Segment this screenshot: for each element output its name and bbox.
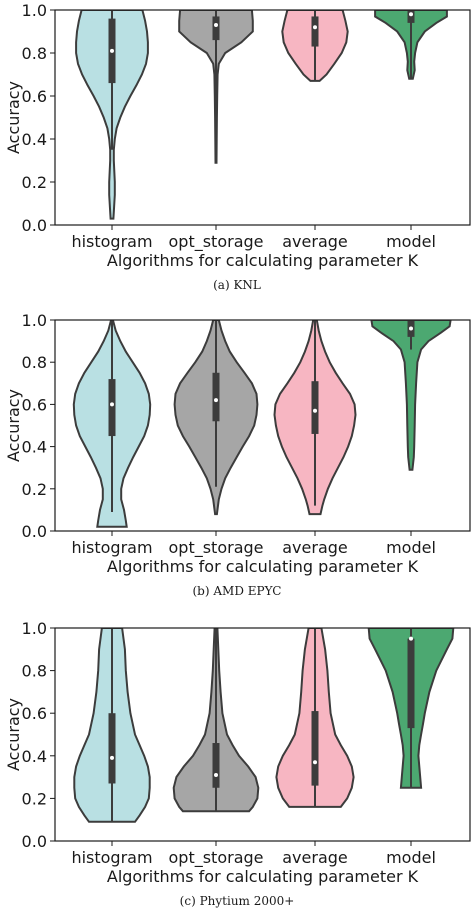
y-tick-label: 0.0	[22, 832, 47, 851]
y-tick-label: 0.0	[22, 522, 47, 541]
iqr-box-model	[407, 10, 415, 23]
x-tick-label: model	[386, 232, 436, 251]
y-tick-label: 0.8	[22, 662, 47, 681]
x-tick-label: opt_storage	[169, 232, 264, 252]
y-axis-label: Accuracy	[4, 389, 23, 462]
chart-panel-2: 0.0 0.2 0.4 0.6 0.8 1.0 Accuracy histogram opt_s…	[4, 311, 471, 598]
iqr-box-histogram	[108, 379, 116, 437]
x-tick-label: average	[282, 232, 348, 251]
iqr-box-opt-storage	[212, 743, 220, 788]
panel-caption: (c) Phytium 2000+	[180, 894, 295, 908]
y-tick-label: 1.0	[22, 311, 47, 330]
y-tick-label: 0.8	[22, 353, 47, 372]
median-dot-opt-storage	[214, 398, 218, 403]
y-tick-label: 0.4	[22, 130, 47, 149]
iqr-box-opt-storage	[212, 372, 220, 422]
y-tick-label: 0.2	[22, 789, 47, 808]
y-tick-label: 0.2	[22, 173, 47, 192]
y-tick-label: 0.0	[22, 216, 47, 235]
y-tick-label: 0.6	[22, 87, 47, 106]
panel-caption: (b) AMD EPYC	[193, 584, 282, 598]
x-tick-label: average	[282, 848, 348, 867]
median-dot-opt-storage	[214, 23, 218, 28]
iqr-box-model	[407, 638, 415, 729]
median-dot-model	[409, 12, 413, 17]
plot-frame	[54, 319, 471, 532]
median-dot-histogram	[110, 755, 114, 760]
x-tick-label: average	[282, 538, 348, 557]
median-dot-model	[409, 636, 413, 641]
violin-group	[72, 320, 452, 528]
iqr-box-opt-storage	[212, 16, 220, 41]
y-tick-label: 0.2	[22, 480, 47, 499]
y-tick-label: 1.0	[22, 1, 47, 20]
panel-caption: (a) KNL	[213, 278, 261, 292]
median-dot-histogram	[110, 48, 114, 53]
x-tick-label: histogram	[71, 538, 152, 557]
chart-panel-1: 0.0 0.2 0.4 0.6 0.8 1.0 Accuracy histogram opt_s…	[4, 1, 471, 292]
y-tick-label: 0.6	[22, 395, 47, 414]
chart-panel-3: 0.0 0.2 0.4 0.6 0.8 1.0 Accuracy histogram opt_s…	[4, 619, 471, 908]
median-dot-average	[313, 760, 317, 765]
x-tick-label: histogram	[71, 232, 152, 251]
x-tick-label: model	[386, 848, 436, 867]
x-tick-label: histogram	[71, 848, 152, 867]
y-tick-label: 0.6	[22, 704, 47, 723]
violin-model	[370, 320, 452, 471]
iqr-box-histogram	[108, 713, 116, 784]
y-tick-label: 1.0	[22, 619, 47, 638]
median-dot-histogram	[110, 402, 114, 407]
median-dot-average	[313, 408, 317, 413]
y-axis-label: Accuracy	[4, 81, 23, 154]
plot-frame	[54, 9, 471, 226]
iqr-box-average	[311, 711, 319, 786]
x-axis-label: Algorithms for calculating parameter K	[107, 867, 419, 886]
median-dot-model	[409, 326, 413, 331]
iqr-box-average	[311, 381, 319, 434]
median-dot-average	[313, 25, 317, 30]
plot-frame	[54, 627, 471, 842]
x-axis-label: Algorithms for calculating parameter K	[107, 251, 419, 270]
y-tick-label: 0.8	[22, 44, 47, 63]
y-axis-label: Accuracy	[4, 698, 23, 771]
x-tick-label: opt_storage	[169, 538, 264, 558]
x-axis-label: Algorithms for calculating parameter K	[107, 557, 419, 576]
x-tick-label: model	[386, 538, 436, 557]
violin-group	[73, 628, 455, 823]
median-dot-opt-storage	[214, 772, 218, 777]
y-tick-label: 0.4	[22, 438, 47, 457]
y-tick-label: 0.4	[22, 747, 47, 766]
iqr-box-average	[311, 16, 319, 47]
violin-group	[75, 10, 448, 220]
x-tick-label: opt_storage	[169, 848, 264, 868]
